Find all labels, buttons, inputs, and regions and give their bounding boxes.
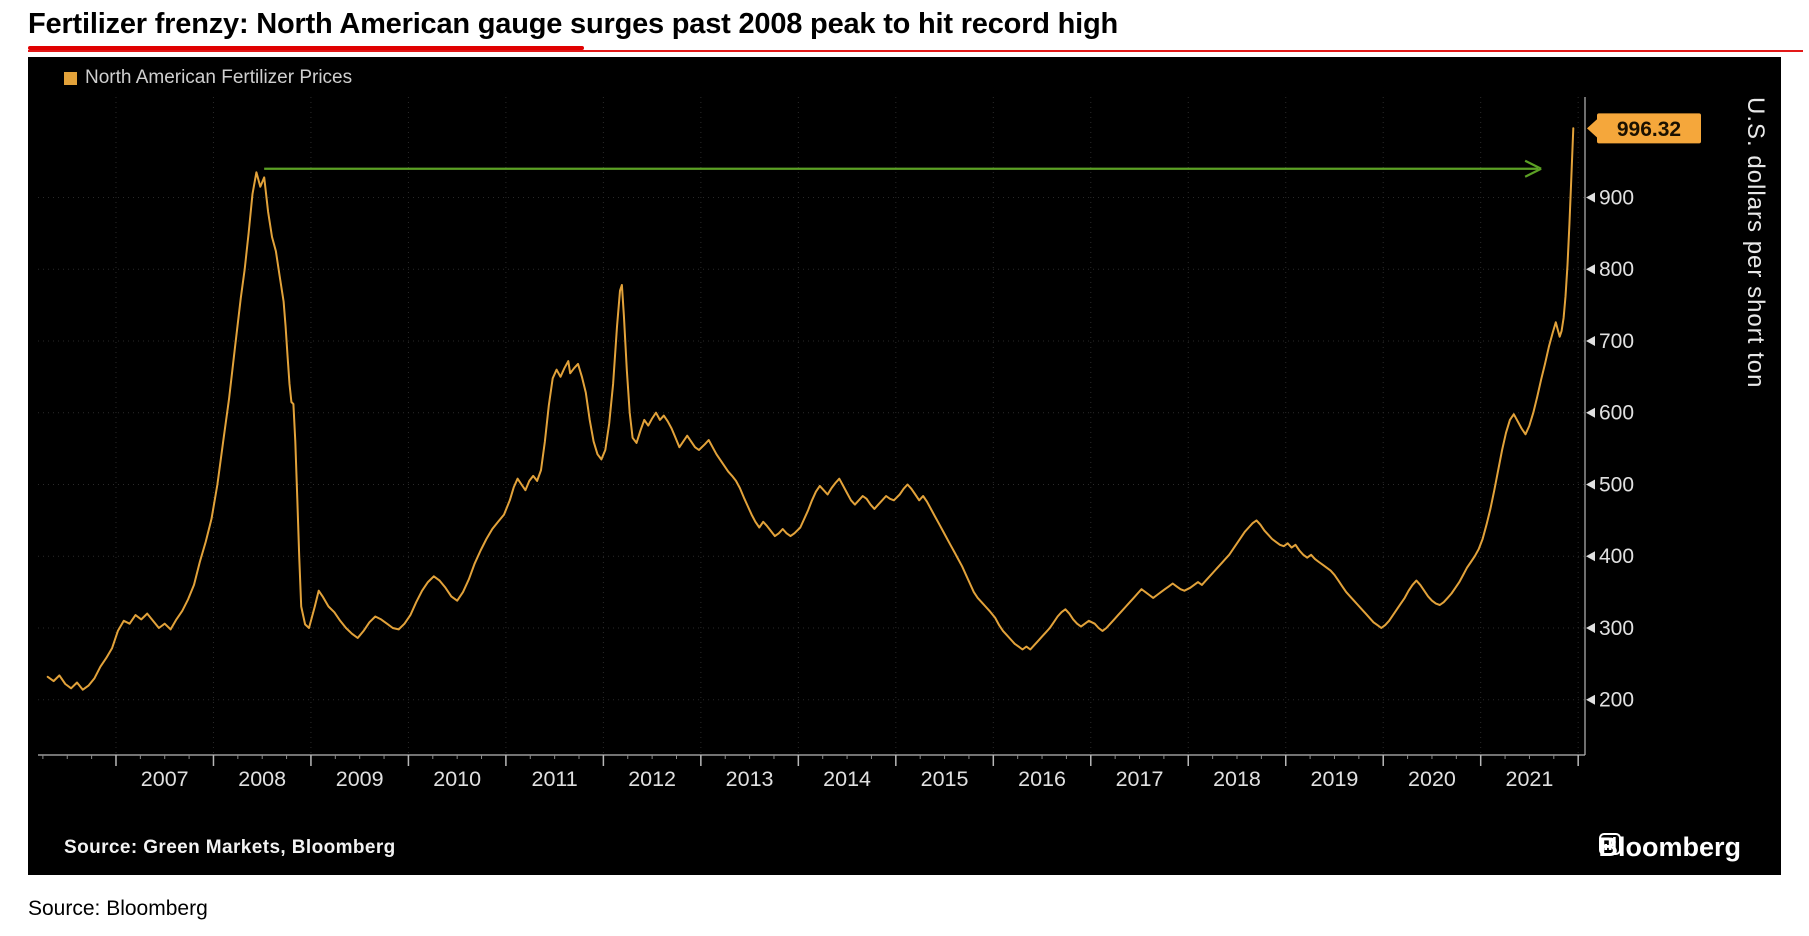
y-tick-label: 900 [1599, 186, 1634, 209]
price-line [46, 127, 1575, 691]
y-tick-label: 700 [1599, 330, 1634, 353]
y-tick-pointer-icon [1586, 622, 1595, 633]
bloomberg-wordmark: Bloomberg [1598, 832, 1741, 862]
y-tick-label: 300 [1599, 617, 1634, 640]
x-tick-label: 2021 [1506, 767, 1554, 791]
x-tick-label: 2009 [336, 767, 384, 791]
x-tick-label: 2018 [1213, 767, 1261, 791]
y-tick-pointer-icon [1586, 335, 1595, 346]
y-tick-pointer-icon [1586, 551, 1595, 562]
y-tick-pointer-icon [1586, 479, 1595, 490]
x-tick-label: 2017 [1116, 767, 1164, 791]
y-tick-pointer-icon [1586, 192, 1595, 203]
y-tick-label: 400 [1599, 545, 1634, 568]
peak-reference-arrowhead [1524, 159, 1542, 170]
x-tick-label: 2010 [433, 767, 481, 791]
title-underline-thin [28, 50, 1803, 52]
x-tick-label: 2008 [238, 767, 286, 791]
chart-panel: North American Fertilizer Prices 2007 200… [28, 57, 1781, 875]
peak-reference-arrowhead [1524, 167, 1542, 178]
last-value-label: 996.32 [1617, 118, 1681, 141]
legend-swatch-icon [64, 71, 77, 85]
y-tick-pointer-icon [1586, 264, 1595, 275]
chart-canvas: 2007 2008 2009 2010 2011 2012 2013 2014 2015 2016… [38, 97, 1701, 791]
chart-legend: North American Fertilizer Prices [64, 67, 352, 89]
y-axis-title: U.S. dollars per short ton [1742, 97, 1769, 389]
y-tick-pointer-icon [1586, 407, 1595, 418]
bloomberg-brand: Bloomberg [1598, 832, 1741, 863]
y-tick-pointer-icon [1586, 694, 1595, 705]
x-tick-label: 2015 [921, 767, 969, 791]
x-tick-label: 2012 [628, 767, 676, 791]
footer-source: Source: Bloomberg [28, 897, 208, 920]
chart-source-note: Source: Green Markets, Bloomberg [64, 837, 396, 858]
title-underline-thick [28, 46, 584, 50]
x-tick-label: 2007 [141, 767, 189, 791]
last-value-tag-pointer [1587, 118, 1598, 139]
legend-label: North American Fertilizer Prices [85, 67, 353, 88]
y-tick-label: 200 [1599, 689, 1634, 712]
x-tick-label: 2019 [1311, 767, 1359, 791]
x-tick-label: 2016 [1018, 767, 1066, 791]
x-tick-label: 2013 [726, 767, 774, 791]
x-tick-label: 2014 [823, 767, 871, 791]
y-tick-label: 500 [1599, 473, 1634, 496]
y-tick-label: 600 [1599, 402, 1634, 425]
x-tick-label: 2011 [532, 767, 578, 791]
y-tick-label: 800 [1599, 258, 1634, 281]
last-value-tag [1597, 113, 1701, 144]
bloomberg-terminal-icon [1599, 833, 1622, 855]
x-tick-label: 2020 [1408, 767, 1456, 791]
page-title: Fertilizer frenzy: North American gauge … [28, 8, 1119, 40]
